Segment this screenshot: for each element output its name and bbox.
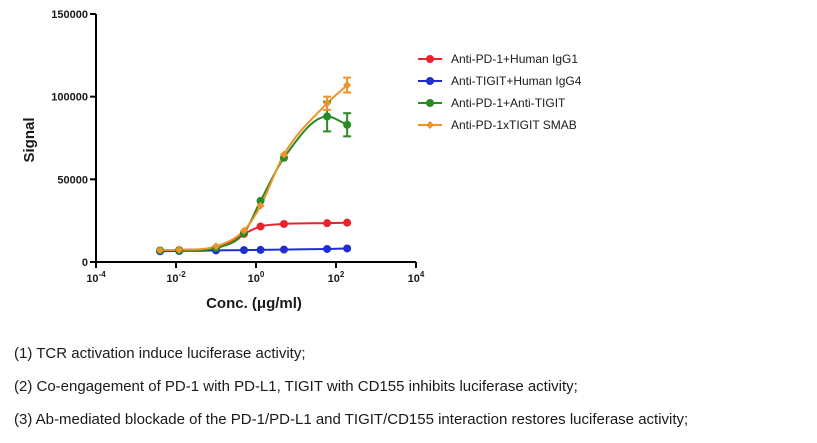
data-point — [343, 120, 352, 129]
data-point — [256, 201, 265, 210]
fit-curves — [160, 84, 348, 253]
data-point — [343, 218, 352, 227]
axes: 0 50000 100000 150000 10-4 10-2 100 102 104 — [51, 9, 425, 285]
x-tick-label: 104 — [408, 270, 425, 285]
chart: 0 50000 100000 150000 10-4 10-2 100 102 104 Anti… — [21, 9, 582, 312]
data-point — [175, 245, 184, 254]
note-2: (2) Co-engagement of PD-1 with PD-L1, TI… — [14, 378, 578, 395]
data-point — [323, 244, 332, 253]
y-tick-label: 100000 — [51, 92, 88, 104]
data-point — [343, 81, 352, 90]
legend-label: Anti-PD-1xTIGIT SMAB — [451, 118, 577, 132]
y-axis-label: Signal — [21, 117, 38, 162]
note-3: (3) Ab-mediated blockade of the PD-1/PD-… — [14, 411, 689, 428]
legend: Anti-PD-1+Human IgG1 Anti-TIGIT+Human IgG… — [418, 52, 582, 132]
y-tick-label: 150000 — [51, 9, 88, 21]
note-1: (1) TCR activation induce luciferase act… — [14, 345, 306, 362]
data-points — [156, 76, 352, 256]
legend-marker — [426, 55, 434, 63]
data-point — [323, 112, 332, 121]
legend-label: Anti-PD-1+Anti-TIGIT — [451, 96, 566, 110]
legend-marker — [426, 121, 434, 129]
data-point — [279, 219, 288, 228]
data-point — [323, 99, 332, 108]
notes: (1) TCR activation induce luciferase act… — [14, 344, 814, 443]
data-point — [279, 150, 288, 159]
legend-marker — [426, 99, 434, 107]
y-tick-label: 50000 — [57, 174, 88, 186]
data-point — [212, 242, 220, 251]
x-tick-label: 10-2 — [166, 270, 186, 285]
legend-label: Anti-PD-1+Human IgG1 — [451, 52, 578, 66]
x-tick-label: 102 — [328, 270, 345, 285]
data-point — [279, 245, 288, 254]
x-axis-label: Conc. (μg/ml) — [206, 295, 302, 312]
x-tick-label: 10-4 — [86, 270, 106, 285]
data-point — [256, 196, 265, 205]
fit-curve-series-4 — [160, 84, 348, 252]
data-point — [343, 244, 352, 253]
data-point — [256, 222, 265, 231]
data-point — [156, 246, 165, 255]
data-point — [323, 219, 332, 228]
legend-label: Anti-TIGIT+Human IgG4 — [451, 74, 582, 88]
data-point — [239, 246, 248, 255]
data-point — [239, 226, 248, 235]
x-tick-label: 100 — [248, 270, 265, 285]
fit-curve-series-1 — [160, 221, 348, 252]
y-tick-label: 0 — [82, 257, 88, 269]
fit-curve-series-3 — [160, 115, 348, 252]
data-point — [256, 245, 265, 254]
legend-marker — [426, 77, 434, 85]
